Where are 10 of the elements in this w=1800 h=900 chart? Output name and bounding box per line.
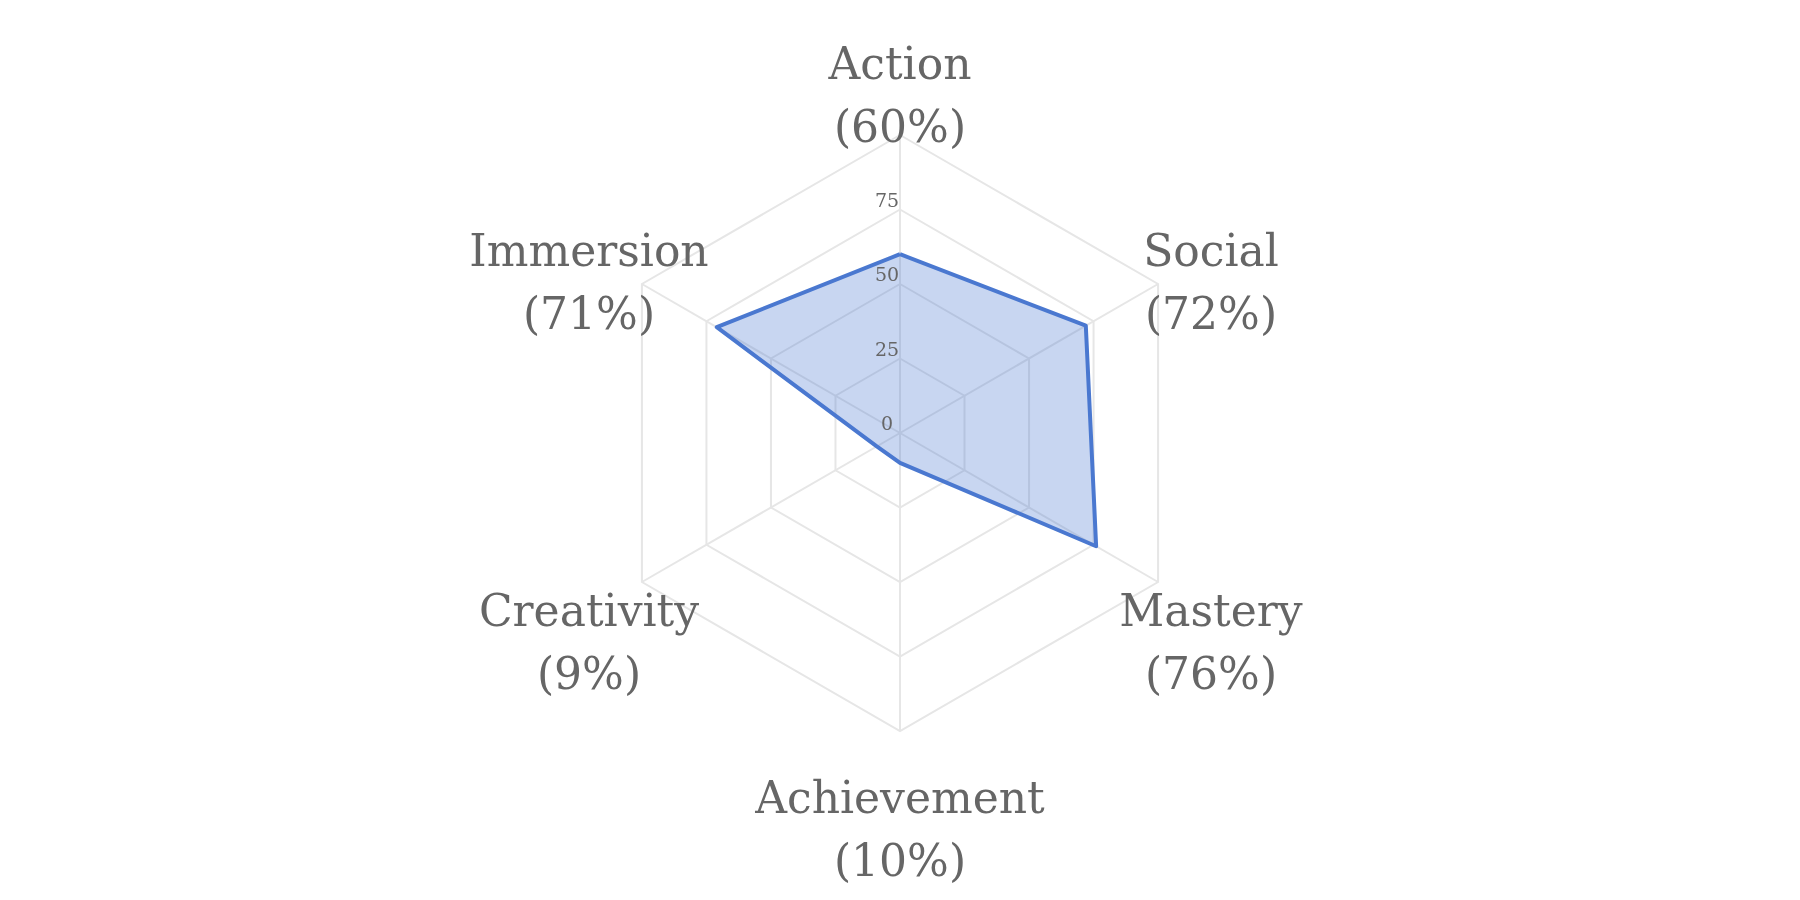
y-tick-label: 75 — [874, 188, 900, 211]
y-tick-label: 0 — [880, 412, 894, 434]
y-tick-label: 25 — [874, 337, 900, 360]
spoke-label: Immersion (71%) — [469, 225, 709, 340]
spoke-label: Mastery (76%) — [1119, 584, 1303, 699]
y-tick-label: 50 — [874, 263, 900, 285]
spoke-label: Creativity (9%) — [478, 584, 700, 699]
spoke-label: Social (72%) — [1143, 225, 1279, 340]
spoke-label: Action (60%) — [827, 38, 972, 153]
spoke-label: Achievement (10%) — [754, 771, 1046, 886]
